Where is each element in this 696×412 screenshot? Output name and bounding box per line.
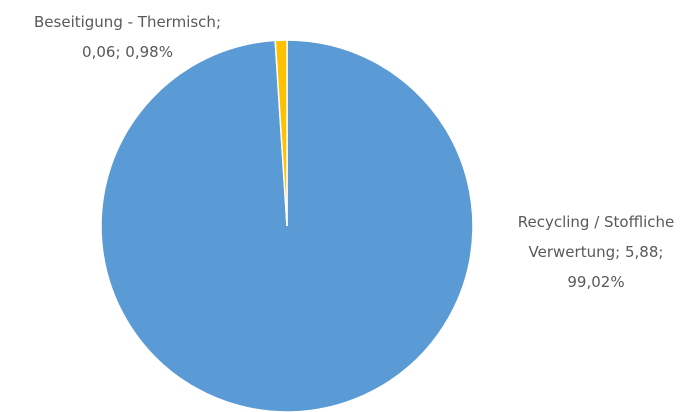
label-value: 0,06 [82,43,116,61]
label-category: Recycling / Stoffliche Verwertung [517,213,675,261]
label-percent: 0,98% [125,43,173,61]
pie-slice [274,39,288,227]
label-separator: ; [215,13,221,31]
label-separator: ; [115,43,121,61]
label-separator: ; [615,243,621,261]
data-label: Recycling / Stoffliche Verwertung; 5,88;… [502,207,690,297]
label-percent: 99,02% [567,273,625,291]
label-separator: ; [658,243,664,261]
data-label: Beseitigung - Thermisch; 0,06; 0,98% [20,7,235,67]
label-value: 5,88 [624,243,659,261]
label-category: Beseitigung - Thermisch [34,13,216,31]
